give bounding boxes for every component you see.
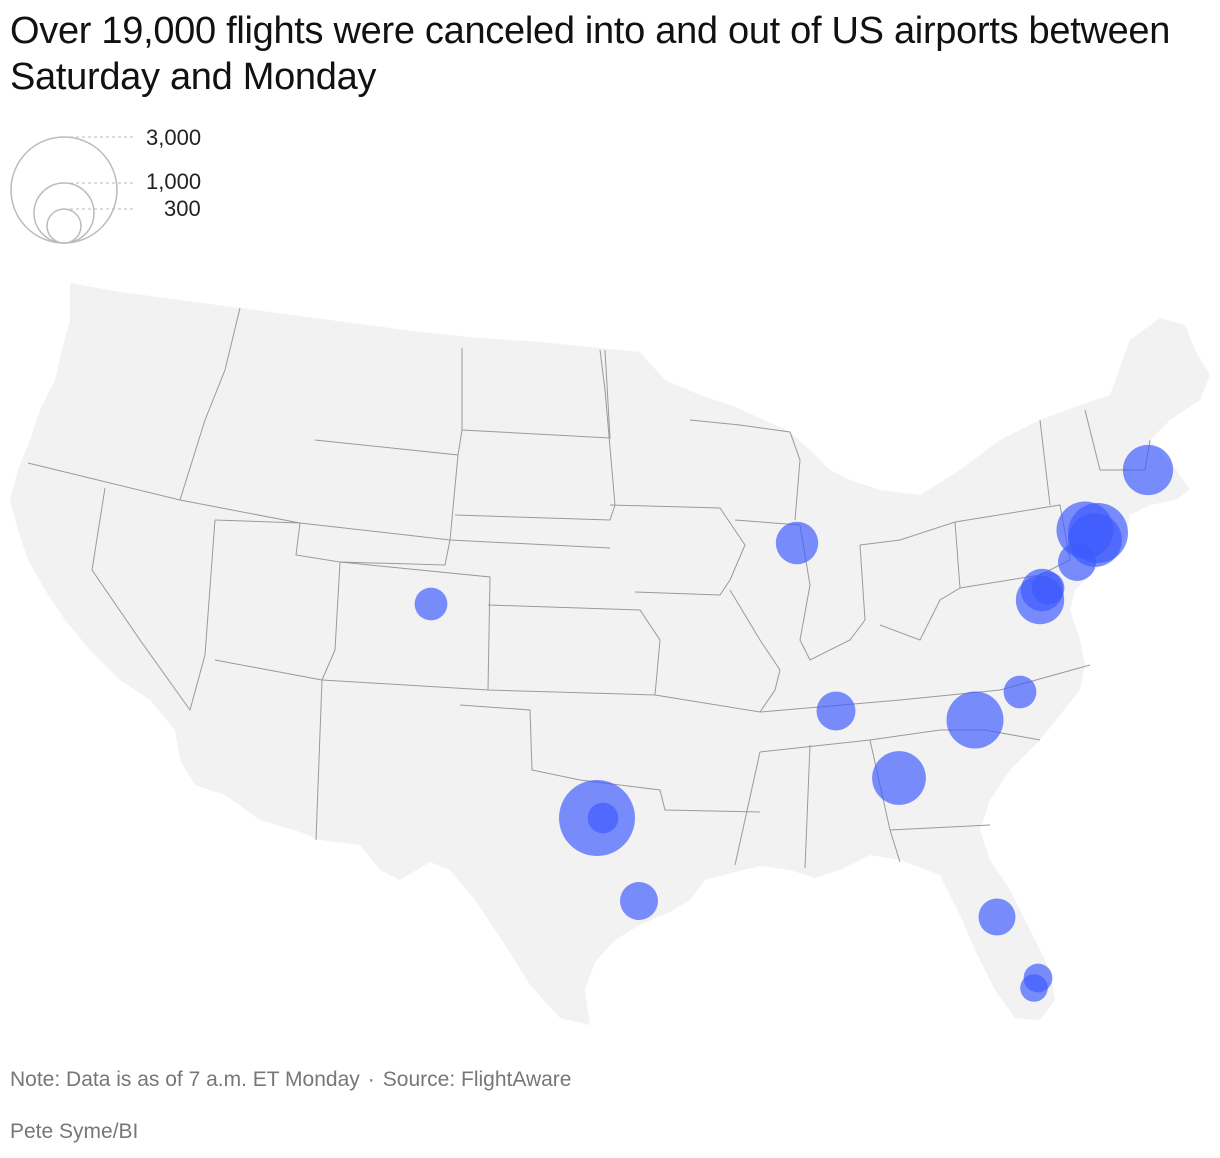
- state-border: [609, 504, 746, 596]
- legend-label-1000: 1,000: [146, 169, 202, 194]
- airport-bubble: [1003, 675, 1037, 709]
- legend-label-300: 300: [164, 196, 201, 221]
- state-border: [454, 429, 616, 521]
- bubble-layer: [414, 444, 1174, 1002]
- state-border: [759, 729, 1041, 753]
- state-border: [654, 589, 781, 713]
- footnote: Note: Data is as of 7 a.m. ET Monday · Sou…: [10, 1068, 571, 1092]
- airport-bubble: [1020, 974, 1048, 1002]
- airport-bubble: [1058, 543, 1096, 581]
- state-border: [734, 739, 991, 869]
- legend-circle-3000: [10, 136, 118, 244]
- state-border: [179, 307, 241, 501]
- state-border: [91, 487, 216, 712]
- airport-bubble: [587, 802, 619, 834]
- size-legend: 3,000 1,000 300: [8, 120, 238, 250]
- airport-bubble: [620, 882, 658, 920]
- airport-bubble: [775, 521, 819, 565]
- airport-bubble: [872, 751, 926, 805]
- state-border: [599, 349, 616, 506]
- airport-bubble: [1031, 571, 1065, 605]
- state-border: [689, 419, 801, 521]
- credit: Pete Syme/BI: [10, 1120, 139, 1143]
- us-map: [10, 283, 1210, 1025]
- airport-bubble: [414, 587, 448, 621]
- legend-circle-1000: [33, 182, 95, 244]
- us-landmass: [10, 283, 1210, 1025]
- state-border: [314, 439, 459, 566]
- state-border: [321, 561, 661, 696]
- source-text: Source: FlightAware: [382, 1068, 572, 1091]
- state-border: [315, 679, 761, 841]
- chart-title: Over 19,000 flights were canceled into a…: [10, 10, 1171, 98]
- state-border: [461, 348, 611, 439]
- legend-label-3000: 3,000: [146, 125, 202, 150]
- airport-bubble: [978, 898, 1016, 936]
- airport-bubble: [816, 691, 856, 731]
- legend-circles: [10, 136, 136, 244]
- us-outline: [10, 283, 1210, 1025]
- airport-bubble: [1122, 444, 1174, 496]
- airport-bubble: [946, 691, 1004, 749]
- note-text: Note: Data is as of 7 a.m. ET Monday: [10, 1068, 360, 1091]
- legend-circle-300: [46, 208, 82, 244]
- note-separator: ·: [367, 1068, 375, 1091]
